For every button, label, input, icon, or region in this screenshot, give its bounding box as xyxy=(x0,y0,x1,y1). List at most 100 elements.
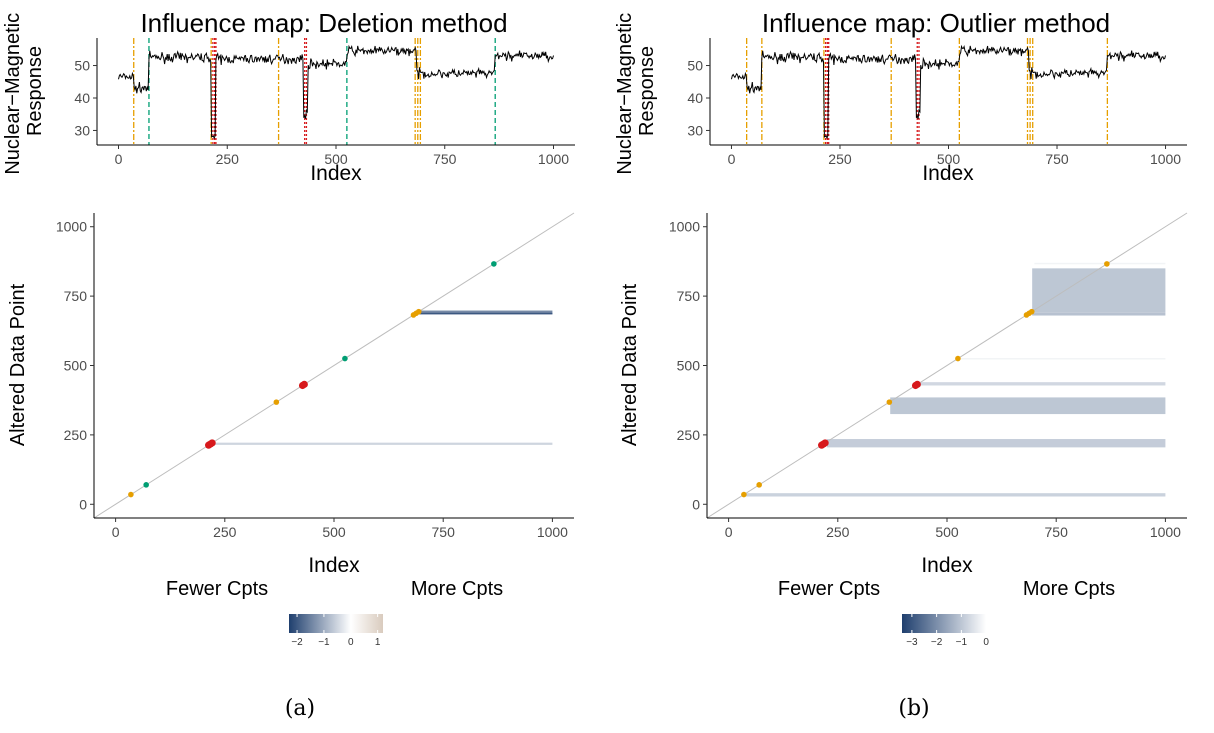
y-tick-label: 0 xyxy=(79,496,87,512)
colorbar-tick-label: −2 xyxy=(931,637,943,648)
y-tick-label: 250 xyxy=(677,427,701,443)
changepoint-dot xyxy=(415,308,422,315)
influence-band xyxy=(918,382,1166,386)
influence-band xyxy=(826,439,1166,448)
legend-fewer-label-a: Fewer Cpts xyxy=(166,578,268,600)
influence-band xyxy=(419,312,553,315)
diagonal-line xyxy=(706,212,1188,519)
x-tick-label: 250 xyxy=(828,151,852,167)
x-tick-label: 0 xyxy=(112,524,120,540)
x-tick-label: 250 xyxy=(826,524,850,540)
influence-plot-a: 0 250 500 750 1000 0 250 500 750 1000 xyxy=(56,212,575,540)
influence-xlabel-b: Index xyxy=(921,554,973,577)
influence-band xyxy=(1032,312,1166,316)
colorbar-tick-label: −1 xyxy=(318,637,330,648)
y-tick-label: 1000 xyxy=(669,219,700,235)
colorbar-tick-label: 1 xyxy=(375,637,381,648)
influence-band xyxy=(1034,262,1166,265)
influence-xlabel-a: Index xyxy=(308,554,360,577)
colorbar-gradient xyxy=(902,614,996,633)
series-title-a: Influence map: Deletion method xyxy=(140,8,507,38)
y-tick-label: 0 xyxy=(692,496,700,512)
x-tick-label: 0 xyxy=(115,151,123,167)
influence-ylabel-b: Altered Data Point xyxy=(619,283,641,446)
x-tick-label: 750 xyxy=(1045,524,1069,540)
series-ylabel-b-line1: Nuclear−Magnetic xyxy=(614,13,636,175)
legend-fewer-label-b: Fewer Cpts xyxy=(778,578,880,600)
changepoint-dot xyxy=(208,439,216,447)
y-tick-label: 250 xyxy=(64,427,88,443)
y-tick-label: 1000 xyxy=(56,219,87,235)
changepoint-dot xyxy=(342,355,348,362)
colorbar-a: −2 −1 0 1 xyxy=(289,614,383,648)
series-line xyxy=(118,44,554,140)
panel-a: Influence map: Deletion method 0 250 500 75… xyxy=(2,7,575,721)
x-tick-label: 1000 xyxy=(538,151,569,167)
influence-band xyxy=(890,397,1166,415)
y-tick-label: 750 xyxy=(64,288,88,304)
caption-a: (a) xyxy=(285,696,315,721)
changepoint-dot xyxy=(143,482,149,488)
y-tick-label: 40 xyxy=(687,90,703,106)
colorbar-tick-label: −1 xyxy=(956,637,968,648)
series-plot-a: 0 250 500 750 1000 30 40 50 xyxy=(74,38,575,167)
x-tick-label: 1000 xyxy=(537,524,568,540)
y-tick-label: 500 xyxy=(64,358,88,374)
series-ylabel-a-line1: Nuclear−Magnetic xyxy=(2,13,24,175)
x-tick-label: 750 xyxy=(1045,151,1069,167)
x-tick-label: 250 xyxy=(213,524,237,540)
x-tick-label: 750 xyxy=(432,524,456,540)
changepoint-dot xyxy=(273,399,280,405)
changepoint-dot xyxy=(913,380,921,388)
changepoint-dot xyxy=(491,261,497,267)
series-xlabel-a: Index xyxy=(310,162,362,185)
x-tick-label: 500 xyxy=(324,151,348,167)
diagonal-line xyxy=(93,212,575,519)
x-tick-label: 1000 xyxy=(1150,151,1181,167)
x-tick-label: 500 xyxy=(937,151,961,167)
series-title-b: Influence map: Outlier method xyxy=(762,8,1110,38)
x-tick-label: 250 xyxy=(216,151,240,167)
influence-band xyxy=(746,493,1166,497)
influence-band xyxy=(960,358,1166,360)
changepoint-dot xyxy=(955,355,961,362)
colorbar-tick-label: −3 xyxy=(906,637,918,648)
y-tick-label: 30 xyxy=(74,122,90,138)
series-plot-b: 0 250 500 750 1000 30 40 50 xyxy=(687,38,1187,167)
y-tick-label: 500 xyxy=(677,358,701,374)
legend-more-label-b: More Cpts xyxy=(1023,578,1115,600)
changepoint-dot xyxy=(128,491,134,498)
changepoint-dot xyxy=(821,439,829,447)
y-tick-label: 50 xyxy=(74,58,90,74)
x-tick-label: 0 xyxy=(728,151,736,167)
changepoint-dot xyxy=(756,482,762,488)
y-tick-label: 750 xyxy=(677,288,701,304)
colorbar-tick-label: −2 xyxy=(291,637,303,648)
x-tick-label: 0 xyxy=(725,524,733,540)
colorbar-tick-label: 0 xyxy=(983,637,989,648)
changepoint-dot xyxy=(886,399,893,405)
changepoint-dot xyxy=(1104,261,1110,267)
panel-b: Influence map: Outlier method 0 250 500 750… xyxy=(614,8,1188,721)
changepoint-dot xyxy=(741,491,747,498)
series-ylabel-a-line2: Response xyxy=(24,46,46,136)
x-tick-label: 1000 xyxy=(1150,524,1181,540)
x-tick-label: 500 xyxy=(935,524,959,540)
series-ylabel-a: Nuclear−Magnetic Response xyxy=(2,7,46,174)
x-tick-label: 750 xyxy=(433,151,457,167)
series-ylabel-b-line2: Response xyxy=(636,46,658,136)
influence-band xyxy=(1032,268,1166,313)
series-xlabel-b: Index xyxy=(922,162,974,185)
y-tick-label: 30 xyxy=(687,122,703,138)
x-tick-label: 500 xyxy=(322,524,346,540)
changepoint-dot xyxy=(1028,308,1035,315)
y-tick-label: 50 xyxy=(687,58,703,74)
legend-more-label-a: More Cpts xyxy=(411,578,503,600)
influence-ylabel-a: Altered Data Point xyxy=(7,283,29,446)
colorbar-b: −3 −2 −1 0 xyxy=(902,614,996,648)
changepoint-dot xyxy=(300,380,308,388)
influence-band xyxy=(419,310,553,315)
influence-plot-b: 0 250 500 750 1000 0 250 500 750 1000 xyxy=(669,212,1188,540)
y-tick-label: 40 xyxy=(74,90,90,106)
